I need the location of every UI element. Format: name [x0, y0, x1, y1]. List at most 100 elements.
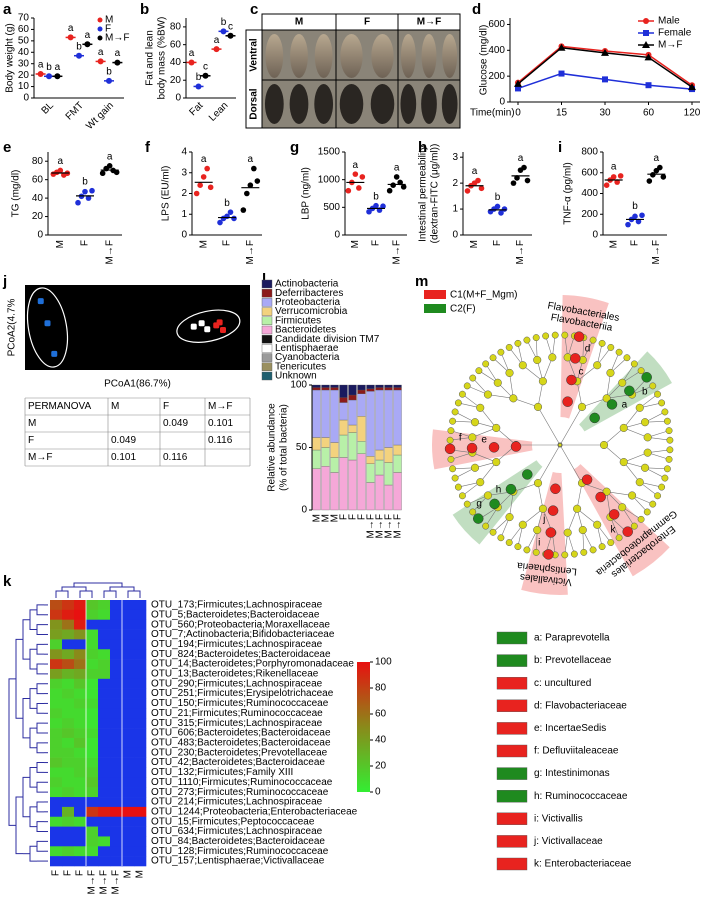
row-label: OTU_315;Firmicutes;Lachnospiraceae	[151, 718, 323, 729]
data-point	[217, 219, 223, 226]
x-tick-label: M→F	[245, 240, 256, 264]
cladogram-node	[505, 513, 514, 522]
significance-letter: a	[214, 35, 220, 46]
heatmap-cell	[62, 639, 75, 650]
panel-label: j	[2, 273, 7, 290]
cladogram-node	[518, 520, 527, 529]
legend-marker	[642, 41, 650, 48]
bar-segment	[357, 453, 366, 511]
data-point	[89, 187, 95, 194]
dendrogram	[29, 845, 37, 862]
x-tick-label: 120	[684, 108, 701, 119]
cladogram-branch	[576, 483, 583, 509]
heatmap-cell	[110, 678, 123, 689]
data-point	[645, 82, 652, 89]
colorbar	[357, 662, 370, 792]
heatmap-cell	[98, 728, 111, 739]
cladogram-node	[505, 539, 513, 547]
x-tick-label: F	[339, 514, 350, 520]
cladogram-branch	[537, 381, 544, 407]
clade-letter: e	[481, 434, 487, 445]
panel-label: g	[290, 139, 299, 156]
cladogram-node	[458, 492, 466, 500]
legend-marker	[643, 18, 649, 24]
x-tick-label: M→F	[384, 514, 395, 538]
cladogram-branch	[576, 508, 598, 525]
cladogram-node	[658, 399, 666, 407]
dendrogram	[36, 604, 44, 616]
significance-letter: a	[115, 48, 121, 59]
x-tick-label: Wt gain	[84, 100, 116, 132]
data-point	[478, 185, 485, 192]
x-tick-label: M→F	[104, 240, 115, 264]
heatmap-cell	[74, 718, 87, 729]
plot-background	[25, 285, 250, 370]
x-tick-label: F	[80, 240, 91, 246]
x-tick-label: M→F	[393, 514, 404, 538]
cladogram-node	[643, 508, 651, 516]
heatmap-cell	[122, 816, 135, 827]
heatmap-cell	[86, 846, 99, 857]
bar-segment	[366, 482, 375, 511]
clade-label: Victivallales	[519, 571, 572, 587]
heatmap-cell	[74, 688, 87, 699]
y-tick-label: 200	[581, 209, 598, 220]
dot	[188, 59, 195, 66]
dendrogram	[15, 638, 23, 719]
y-axis-label: PCoA2(4.7%	[7, 298, 18, 356]
heatmap-cell	[110, 708, 123, 719]
significance-letter: b	[495, 192, 501, 203]
colorbar-label: 0	[375, 787, 381, 798]
key-label: c: uncultured	[534, 678, 591, 689]
heatmap-cell	[122, 649, 135, 660]
bar-segment	[312, 437, 321, 451]
bar-segment	[321, 447, 330, 467]
bar-segment	[393, 454, 402, 473]
significance-letter: b	[224, 198, 230, 209]
heatmap-cell	[122, 600, 135, 611]
legend-swatch	[261, 325, 273, 335]
heatmap-cell	[110, 659, 123, 670]
cladogram-node	[630, 360, 638, 368]
heatmap-cell	[122, 777, 135, 788]
cladogram-node	[635, 478, 644, 487]
cladogram-node	[533, 355, 542, 365]
cluster-ellipse	[26, 287, 69, 368]
heatmap-cell	[86, 757, 99, 768]
photo-row-label: Dorsal	[249, 88, 260, 119]
x-tick-label: 15	[556, 108, 568, 119]
row-label: OTU_560;Proteobacteria;Moraxellaceae	[151, 619, 330, 630]
heatmap-cell	[134, 619, 147, 630]
cladogram-node	[658, 483, 666, 491]
heatmap-cell	[122, 737, 135, 749]
heatmap-cell	[50, 629, 63, 640]
row-label: OTU_606;Bacteroidetes;Bacteroidaceae	[151, 728, 331, 739]
cladogram-branch	[603, 427, 624, 446]
cladogram-node	[505, 368, 514, 377]
x-tick-label: M	[312, 514, 323, 522]
cladogram-node	[518, 361, 527, 370]
heatmap-cell	[134, 826, 147, 837]
data-point	[625, 221, 631, 228]
heatmap-cell	[74, 767, 87, 778]
heatmap-cell	[98, 797, 111, 808]
legend-label: Bacteroidetes	[275, 325, 336, 336]
dot	[46, 73, 52, 80]
legend-label: Tenericutes	[275, 361, 326, 372]
table-cell: 0.116	[163, 452, 188, 463]
bar-segment	[366, 456, 375, 464]
data-point	[106, 163, 113, 169]
heatmap-cell	[134, 629, 147, 640]
dendrogram	[36, 643, 44, 655]
heatmap-cell	[62, 678, 75, 689]
y-tick-label: 50	[18, 35, 30, 46]
row-label: OTU_7;Actinobacteria;Bifidobacteriaceae	[151, 629, 335, 640]
heatmap-cell	[86, 787, 99, 798]
table-cell: F	[28, 435, 34, 446]
heatmap-cell	[122, 619, 135, 630]
bar-segment	[330, 442, 339, 458]
row-label: OTU_13;Bacteroidetes;Rikenellaceae	[151, 669, 319, 680]
data-point	[650, 172, 656, 178]
heatmap-cell	[122, 698, 135, 709]
